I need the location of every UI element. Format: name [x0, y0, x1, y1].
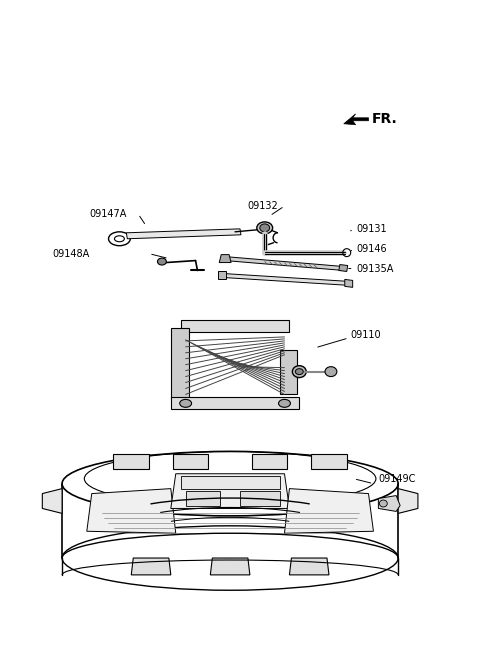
Polygon shape [311, 454, 347, 469]
Polygon shape [131, 558, 171, 575]
Text: 09147A: 09147A [90, 209, 127, 219]
Polygon shape [210, 558, 250, 575]
Polygon shape [42, 489, 62, 514]
Polygon shape [344, 114, 369, 124]
Text: 09135A: 09135A [357, 263, 394, 274]
Polygon shape [173, 454, 208, 469]
Polygon shape [289, 558, 329, 575]
Polygon shape [398, 489, 418, 514]
Polygon shape [171, 328, 189, 400]
Polygon shape [252, 454, 288, 469]
Polygon shape [180, 476, 279, 489]
Text: FR.: FR. [372, 112, 397, 126]
Polygon shape [279, 350, 297, 394]
Ellipse shape [157, 258, 167, 265]
Ellipse shape [278, 400, 290, 407]
Text: 09148A: 09148A [52, 249, 89, 259]
Polygon shape [240, 491, 279, 506]
Text: 09131: 09131 [357, 224, 387, 234]
Ellipse shape [295, 369, 303, 375]
Text: 09149C: 09149C [378, 474, 416, 483]
Polygon shape [378, 496, 400, 512]
Ellipse shape [292, 365, 306, 377]
Polygon shape [285, 489, 373, 533]
Polygon shape [218, 271, 226, 280]
Polygon shape [222, 273, 349, 286]
Ellipse shape [325, 367, 337, 377]
Ellipse shape [257, 222, 273, 234]
Polygon shape [339, 265, 348, 271]
Ellipse shape [379, 500, 387, 507]
Polygon shape [171, 474, 289, 508]
Ellipse shape [260, 224, 270, 232]
Polygon shape [186, 491, 220, 506]
Text: 09132: 09132 [247, 201, 277, 211]
Polygon shape [225, 257, 344, 271]
Text: 09110: 09110 [351, 330, 381, 340]
Polygon shape [171, 398, 300, 409]
Polygon shape [113, 454, 149, 469]
Polygon shape [219, 255, 231, 263]
Polygon shape [126, 229, 241, 239]
Polygon shape [345, 280, 353, 288]
Polygon shape [87, 489, 176, 533]
Text: 09146: 09146 [357, 244, 387, 253]
Polygon shape [180, 320, 289, 332]
Ellipse shape [180, 400, 192, 407]
